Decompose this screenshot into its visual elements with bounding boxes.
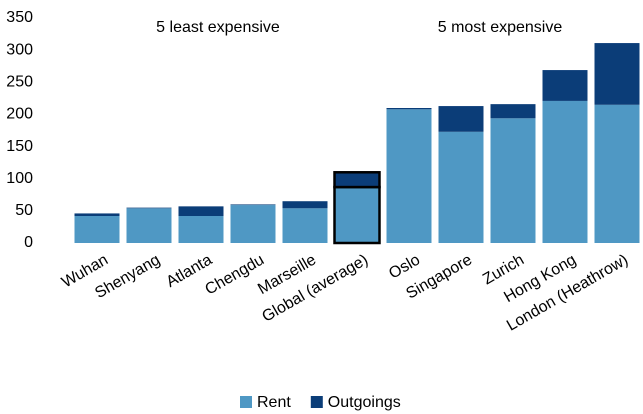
y-tick-label: 350 bbox=[6, 9, 33, 26]
x-tick-label: Oslo bbox=[386, 251, 423, 282]
bar-segment bbox=[438, 106, 484, 132]
y-tick-label: 150 bbox=[6, 138, 33, 155]
y-tick-label: 200 bbox=[6, 106, 33, 123]
annotation: 5 least expensive bbox=[156, 19, 280, 36]
bar-segment bbox=[386, 108, 432, 110]
y-tick-label: 0 bbox=[24, 234, 33, 251]
bar-segment bbox=[386, 109, 432, 244]
bar-segment bbox=[490, 118, 536, 243]
bar-segment bbox=[542, 100, 588, 243]
annotation: 5 most expensive bbox=[438, 19, 563, 36]
bar-segment bbox=[126, 207, 172, 209]
bar-segment bbox=[490, 104, 536, 119]
bar-segment bbox=[333, 185, 381, 245]
y-tick-label: 100 bbox=[6, 170, 33, 187]
bar-segment bbox=[74, 213, 120, 216]
legend-label: Rent bbox=[257, 394, 291, 411]
x-tick-label: Chengdu bbox=[202, 251, 267, 298]
bar-segment bbox=[438, 131, 484, 243]
bar-segment bbox=[74, 216, 120, 243]
bar-segment bbox=[230, 205, 276, 243]
legend-label: Outgoings bbox=[328, 394, 401, 411]
bar-segment bbox=[178, 206, 224, 216]
legend-swatch bbox=[310, 396, 323, 408]
bar-segment bbox=[542, 70, 588, 101]
bar-segment bbox=[594, 43, 640, 105]
bar-segment bbox=[178, 216, 224, 243]
y-tick-label: 300 bbox=[6, 41, 33, 58]
bar-segment bbox=[126, 208, 172, 243]
bar-segment bbox=[333, 171, 381, 189]
bar-segment bbox=[282, 201, 328, 209]
legend-swatch bbox=[240, 396, 252, 408]
bar-segment bbox=[594, 104, 640, 244]
bar-segment bbox=[230, 204, 276, 206]
bar-segment bbox=[282, 208, 328, 243]
y-tick-label: 250 bbox=[6, 74, 33, 91]
y-tick-label: 50 bbox=[15, 202, 33, 219]
